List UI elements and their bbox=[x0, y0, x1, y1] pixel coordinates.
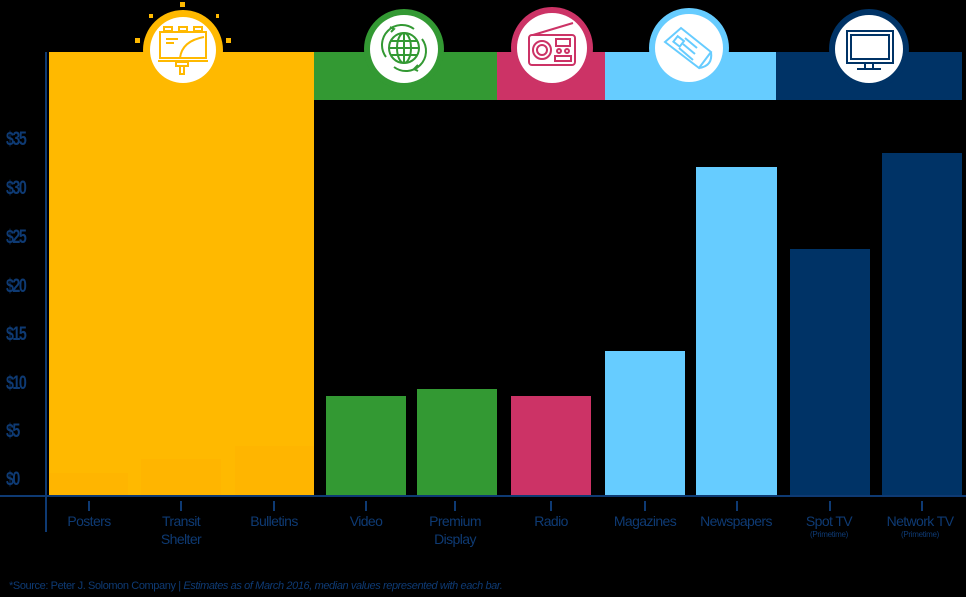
y-tick-20: $20 bbox=[6, 276, 27, 297]
sparkle-mark bbox=[226, 38, 231, 43]
bar-posters bbox=[49, 473, 128, 495]
x-axis-line bbox=[0, 495, 966, 497]
x-tick bbox=[365, 501, 367, 511]
x-tick bbox=[550, 501, 552, 511]
y-tick-0: $0 bbox=[6, 469, 20, 490]
y-tick-25: $25 bbox=[6, 227, 27, 248]
x-label-transit-shelter: Transit Shelter bbox=[160, 513, 202, 547]
y-tick-5: $5 bbox=[6, 421, 20, 442]
bar-video bbox=[326, 396, 406, 495]
x-tick bbox=[921, 501, 923, 511]
bar-network-tv bbox=[882, 153, 962, 495]
bar-magazines bbox=[605, 351, 685, 495]
y-tick-35: $35 bbox=[6, 129, 27, 150]
bar-spot-tv bbox=[790, 249, 870, 495]
y-tick-30: $30 bbox=[6, 178, 27, 199]
x-tick bbox=[829, 501, 831, 511]
tv-icon bbox=[846, 30, 894, 70]
bar-premium-display bbox=[417, 389, 497, 495]
x-label-magazines: Magazines bbox=[613, 513, 677, 529]
x-label-spot-tv: Spot TV (Primetime) bbox=[805, 513, 853, 539]
radio-icon bbox=[528, 22, 576, 66]
bar-newspapers bbox=[696, 167, 777, 495]
x-tick bbox=[180, 501, 182, 511]
sparkle-mark bbox=[180, 2, 185, 7]
bar-radio bbox=[511, 396, 591, 495]
x-label-network-tv: Network TV (Primetime) bbox=[886, 513, 954, 539]
billboard-icon bbox=[158, 26, 208, 75]
x-label-premium-display: Premium Display bbox=[429, 513, 481, 547]
bar-transit-shelter bbox=[141, 459, 221, 495]
source-footnote: *Source: Peter J. Solomon Company | Esti… bbox=[9, 580, 503, 592]
x-tick bbox=[273, 501, 275, 511]
x-label-bulletins: Bulletins bbox=[250, 513, 298, 529]
globe-icon bbox=[381, 24, 427, 72]
x-label-posters: Posters bbox=[67, 513, 111, 529]
x-tick bbox=[454, 501, 456, 511]
y-axis-line bbox=[45, 52, 47, 532]
x-label-radio: Radio bbox=[534, 513, 568, 529]
sparkle-mark bbox=[216, 14, 219, 18]
x-tick bbox=[644, 501, 646, 511]
x-tick bbox=[736, 501, 738, 511]
y-tick-15: $15 bbox=[6, 324, 27, 345]
y-tick-10: $10 bbox=[6, 373, 27, 394]
ooh-group-background bbox=[49, 52, 314, 495]
x-tick bbox=[88, 501, 90, 511]
sparkle-mark bbox=[149, 14, 153, 18]
bar-bulletins bbox=[235, 446, 314, 495]
newspaper-icon bbox=[663, 26, 713, 70]
sparkle-mark bbox=[135, 38, 140, 43]
x-label-video: Video bbox=[349, 513, 383, 529]
x-label-newspapers: Newspapers bbox=[700, 513, 772, 529]
